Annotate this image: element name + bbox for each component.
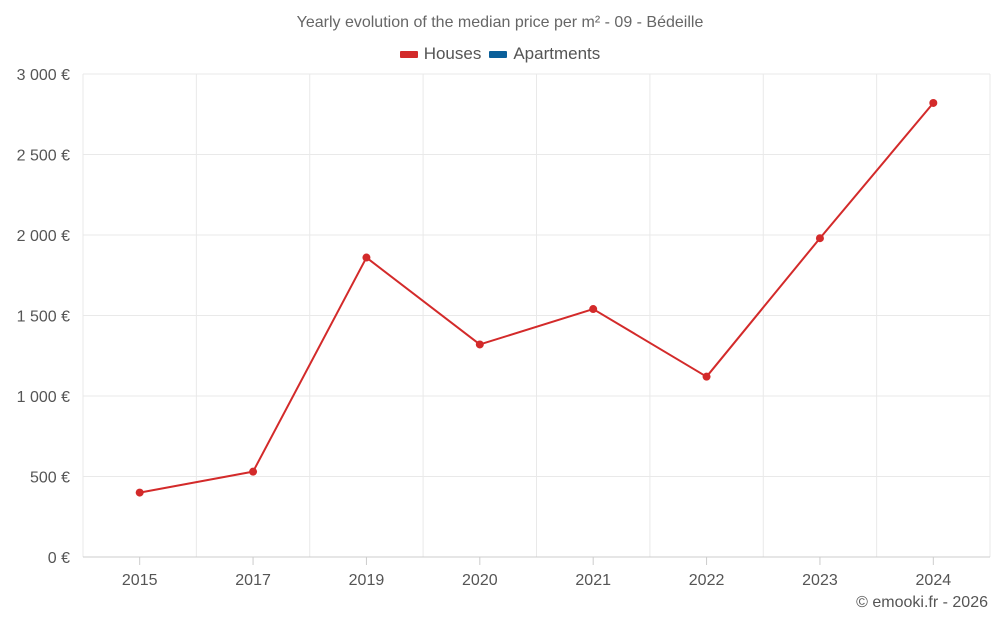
- x-tick-label: 2024: [916, 572, 952, 589]
- legend-swatch-apartments: [489, 50, 508, 58]
- axes: 0 € 500 € 1 000 € 1 500 € 2 000 € 2 500 € 3 00…: [17, 67, 990, 589]
- y-tick-label: 0 €: [48, 550, 70, 567]
- series-layer: [135, 98, 938, 497]
- x-tick-label: 2015: [122, 572, 158, 589]
- x-tick-label: 2023: [802, 572, 838, 589]
- y-tick-label: 2 000 €: [17, 228, 70, 245]
- data-point-houses[interactable]: [135, 488, 144, 497]
- series-line-houses: [139, 102, 935, 494]
- legend-swatch-houses: [399, 50, 418, 58]
- data-point-houses[interactable]: [702, 372, 711, 381]
- data-point-houses[interactable]: [362, 253, 371, 262]
- y-tick-label: 500 €: [30, 470, 70, 487]
- legend-label-houses: Houses: [423, 44, 482, 63]
- x-tick-label: 2020: [462, 572, 498, 589]
- x-tick-label: 2017: [235, 572, 271, 589]
- x-tick-label: 2021: [575, 572, 611, 589]
- grid-lines: [82, 73, 991, 557]
- data-point-houses[interactable]: [815, 234, 824, 243]
- legend-item-houses[interactable]: Houses: [399, 44, 482, 64]
- legend: Houses Apartments: [0, 44, 1000, 64]
- credits: © emooki.fr - 2026: [856, 594, 988, 611]
- y-tick-label: 2 500 €: [17, 148, 70, 165]
- x-tick-label: 2022: [689, 572, 725, 589]
- y-tick-label: 3 000 €: [17, 67, 70, 84]
- y-tick-label: 1 000 €: [17, 389, 70, 406]
- legend-item-apartments[interactable]: Apartments: [489, 44, 600, 64]
- data-point-houses[interactable]: [589, 305, 598, 314]
- chart-title: Yearly evolution of the median price per…: [296, 14, 704, 31]
- data-point-houses[interactable]: [249, 467, 258, 476]
- x-tick-label: 2019: [349, 572, 385, 589]
- legend-label-apartments: Apartments: [513, 44, 601, 63]
- y-tick-label: 1 500 €: [17, 309, 70, 326]
- data-point-houses[interactable]: [475, 340, 484, 349]
- data-point-houses[interactable]: [929, 98, 938, 107]
